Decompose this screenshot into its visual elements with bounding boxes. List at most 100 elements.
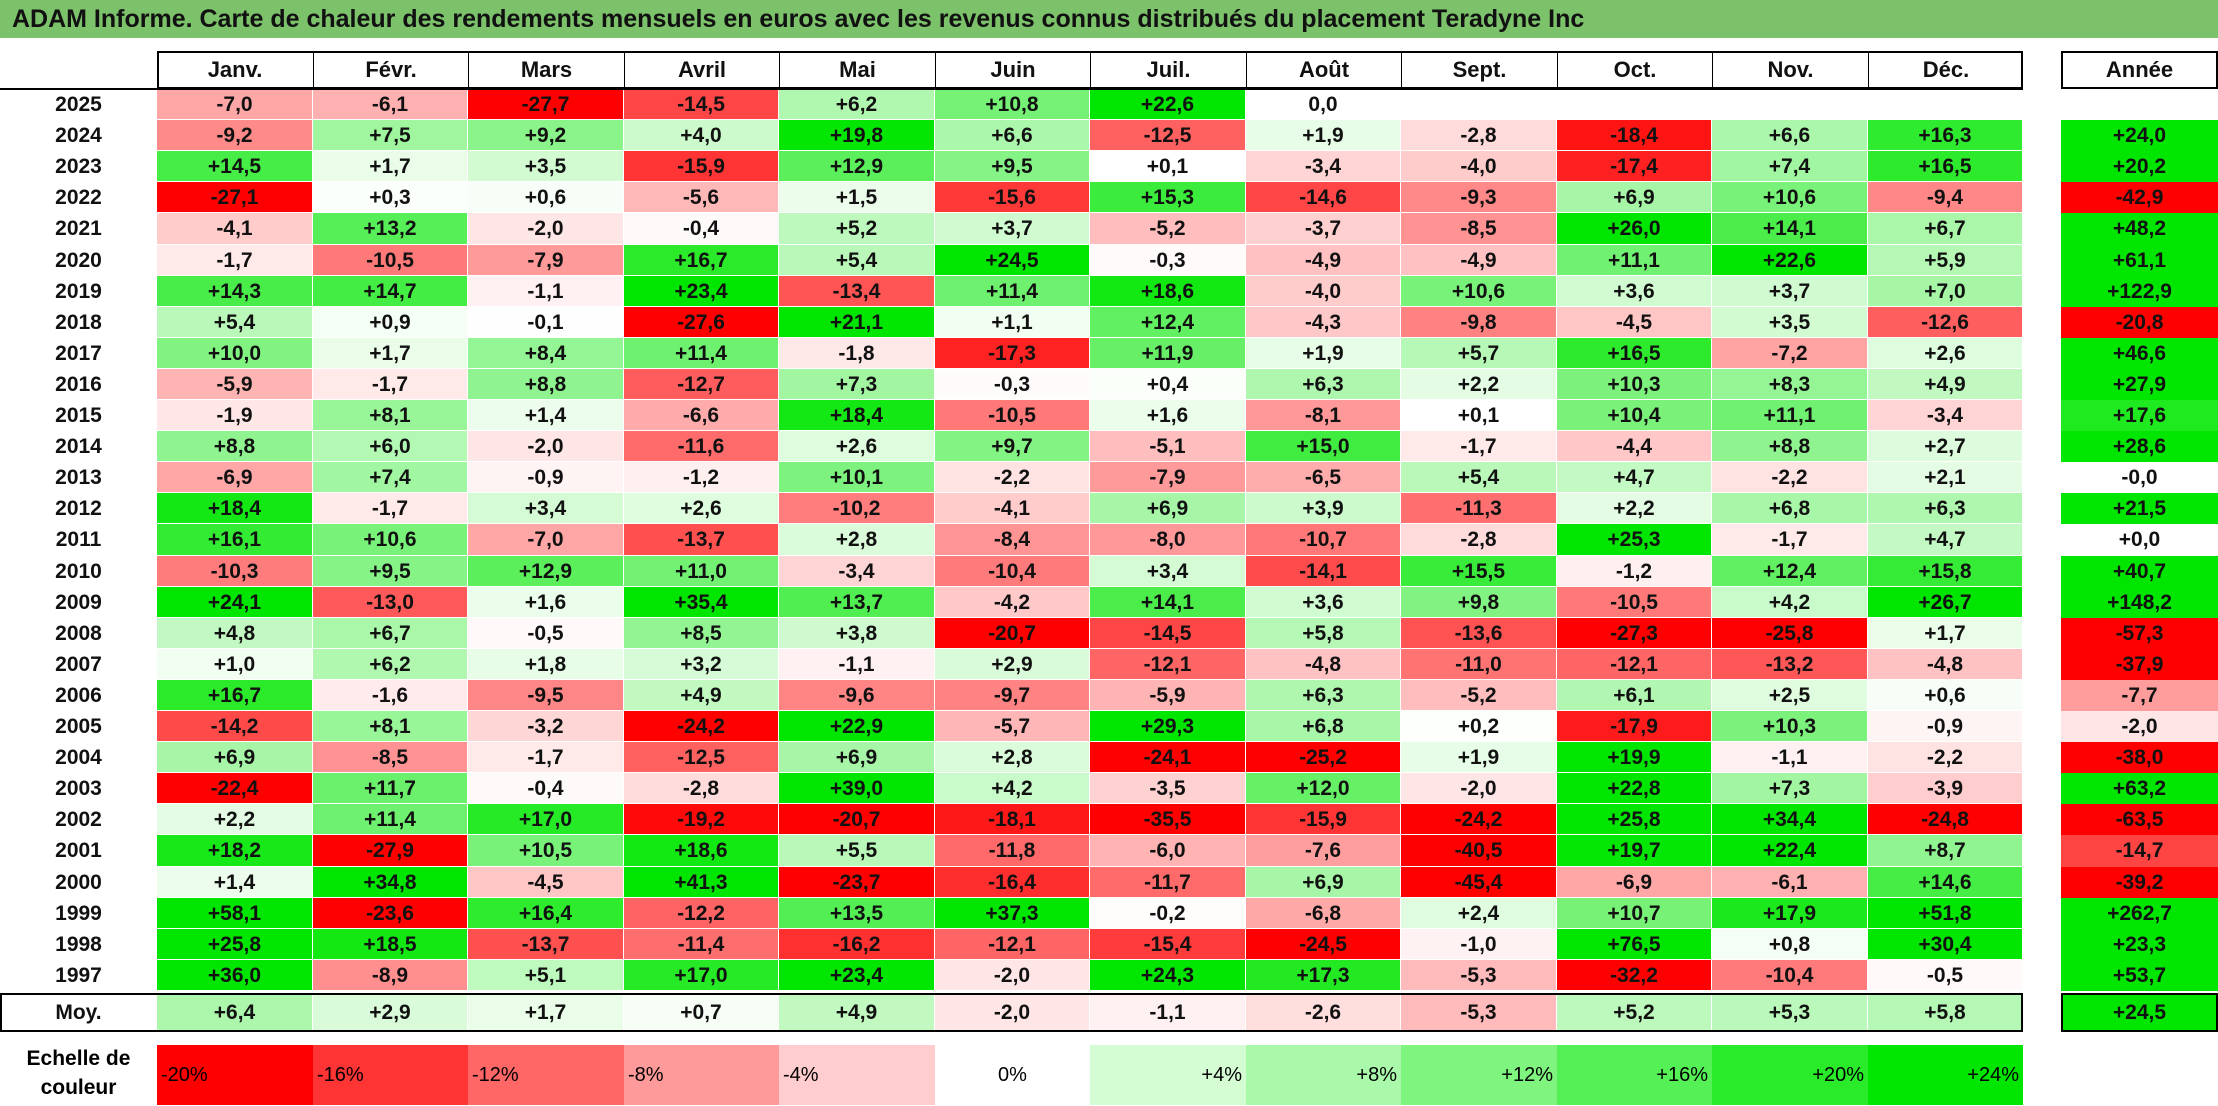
heatmap-cell: +6,9	[1090, 493, 1246, 524]
heatmap-cell: +6,3	[1246, 680, 1401, 711]
heatmap-cell: +12,0	[1246, 773, 1401, 804]
heatmap-cell: -14,5	[1090, 618, 1246, 649]
heatmap-cell: +0,1	[1401, 400, 1557, 431]
heatmap-cell: -0,9	[1868, 711, 2023, 742]
heatmap-cell: -15,9	[1246, 804, 1401, 835]
heatmap-cell: +10,3	[1557, 369, 1712, 400]
color-scale-swatch: +24%	[1868, 1045, 2023, 1105]
heatmap-cell: -9,5	[468, 680, 624, 711]
heatmap-cell: +1,4	[157, 867, 313, 898]
heatmap-cell: +0,8	[1712, 929, 1868, 960]
heatmap-cell: +4,7	[1868, 524, 2023, 556]
heatmap-cell: -4,9	[1401, 245, 1557, 276]
heatmap-cell: -13,7	[624, 524, 779, 556]
annual-cell: -14,7	[2061, 835, 2218, 867]
heatmap-cell: -27,6	[624, 307, 779, 338]
average-label: Moy.	[55, 1001, 102, 1024]
heatmap-cell: +1,1	[935, 307, 1090, 338]
heatmap-cell: +41,3	[624, 867, 779, 898]
year-label: 2018	[55, 311, 102, 334]
heatmap-cell: +5,5	[779, 835, 935, 867]
heatmap-cell: -40,5	[1401, 835, 1557, 867]
heatmap-cell: -7,9	[468, 245, 624, 276]
heatmap-cell: +14,1	[1090, 587, 1246, 618]
heatmap-cell: -27,3	[1557, 618, 1712, 649]
heatmap-cell: -5,9	[157, 369, 313, 400]
heatmap-cell: -3,9	[1868, 773, 2023, 804]
heatmap-cell: -18,1	[935, 804, 1090, 835]
average-cell: +0,7	[624, 994, 779, 1031]
heatmap-cell: +2,5	[1712, 680, 1868, 711]
heatmap-cell: +14,5	[157, 151, 313, 182]
heatmap-cell: +18,4	[779, 400, 935, 431]
heatmap-cell: +22,6	[1090, 89, 1246, 120]
heatmap-cell: -0,9	[468, 462, 624, 493]
heatmap-cell: +0,4	[1090, 369, 1246, 400]
average-annual-cell: +24,5	[2061, 994, 2218, 1031]
heatmap-cell: +3,6	[1557, 276, 1712, 307]
heatmap-cell: +10,6	[1712, 182, 1868, 213]
year-label: 2002	[55, 808, 102, 831]
heatmap-cell: +3,4	[468, 493, 624, 524]
heatmap-cell: +10,3	[1712, 711, 1868, 742]
heatmap-cell: +58,1	[157, 898, 313, 929]
year-label: 2013	[55, 466, 102, 489]
heatmap-cell: +18,2	[157, 835, 313, 867]
heatmap-cell: -17,4	[1557, 151, 1712, 182]
heatmap-cell: +16,5	[1868, 151, 2023, 182]
annual-cell: +262,7	[2061, 898, 2218, 929]
heatmap-cell: +2,8	[779, 524, 935, 556]
heatmap-cell: +3,7	[935, 213, 1090, 245]
heatmap-cell: +26,7	[1868, 587, 2023, 618]
heatmap-cell: -5,3	[1401, 960, 1557, 991]
heatmap-cell: -12,6	[1868, 307, 2023, 338]
heatmap-cell: -4,4	[1557, 431, 1712, 462]
heatmap-cell: -17,3	[935, 338, 1090, 369]
annual-cell: -7,7	[2061, 680, 2218, 711]
annual-cell: -38,0	[2061, 742, 2218, 773]
heatmap-cell: +7,4	[313, 462, 468, 493]
heatmap-cell: -4,8	[1246, 649, 1401, 680]
heatmap-cell: +6,6	[935, 120, 1090, 151]
heatmap-cell: +4,0	[624, 120, 779, 151]
average-cell: +5,2	[1557, 994, 1712, 1031]
year-label: 2016	[55, 373, 102, 396]
heatmap-cell: -6,8	[1246, 898, 1401, 929]
heatmap-cell: +12,4	[1712, 556, 1868, 587]
heatmap-cell: -2,2	[1868, 742, 2023, 773]
heatmap-cell: +1,5	[779, 182, 935, 213]
heatmap-cell: +6,6	[1712, 120, 1868, 151]
heatmap-cell: +25,8	[157, 929, 313, 960]
heatmap-cell: +23,4	[624, 276, 779, 307]
heatmap-cell: +5,4	[157, 307, 313, 338]
heatmap-cell: -4,1	[157, 213, 313, 245]
year-label: 2023	[55, 155, 102, 178]
heatmap-cell: +34,8	[313, 867, 468, 898]
heatmap-cell	[1401, 89, 1557, 120]
heatmap-cell: +6,2	[779, 89, 935, 120]
heatmap-cell: -7,2	[1712, 338, 1868, 369]
heatmap-cell: +39,0	[779, 773, 935, 804]
heatmap-cell: -14,2	[157, 711, 313, 742]
heatmap-cell: -3,4	[1246, 151, 1401, 182]
heatmap-cell: +10,5	[468, 835, 624, 867]
heatmap-cell: +7,3	[1712, 773, 1868, 804]
heatmap-cell: +12,9	[779, 151, 935, 182]
heatmap-cell: +8,4	[468, 338, 624, 369]
heatmap-cell: +18,6	[624, 835, 779, 867]
heatmap-cell: +22,4	[1712, 835, 1868, 867]
header-underline	[0, 88, 2023, 90]
heatmap-cell: -7,0	[468, 524, 624, 556]
heatmap-cell: +4,8	[157, 618, 313, 649]
heatmap-cell: +15,0	[1246, 431, 1401, 462]
color-scale-swatch: 0%	[935, 1045, 1090, 1105]
heatmap-cell: +4,9	[1868, 369, 2023, 400]
annual-cell: -37,9	[2061, 649, 2218, 680]
heatmap-cell: +6,1	[1557, 680, 1712, 711]
heatmap-cell: +3,4	[1090, 556, 1246, 587]
heatmap-cell: +1,8	[468, 649, 624, 680]
heatmap-cell: +10,0	[157, 338, 313, 369]
heatmap-cell: -14,1	[1246, 556, 1401, 587]
heatmap-cell: +24,1	[157, 587, 313, 618]
heatmap-cell: -5,6	[624, 182, 779, 213]
